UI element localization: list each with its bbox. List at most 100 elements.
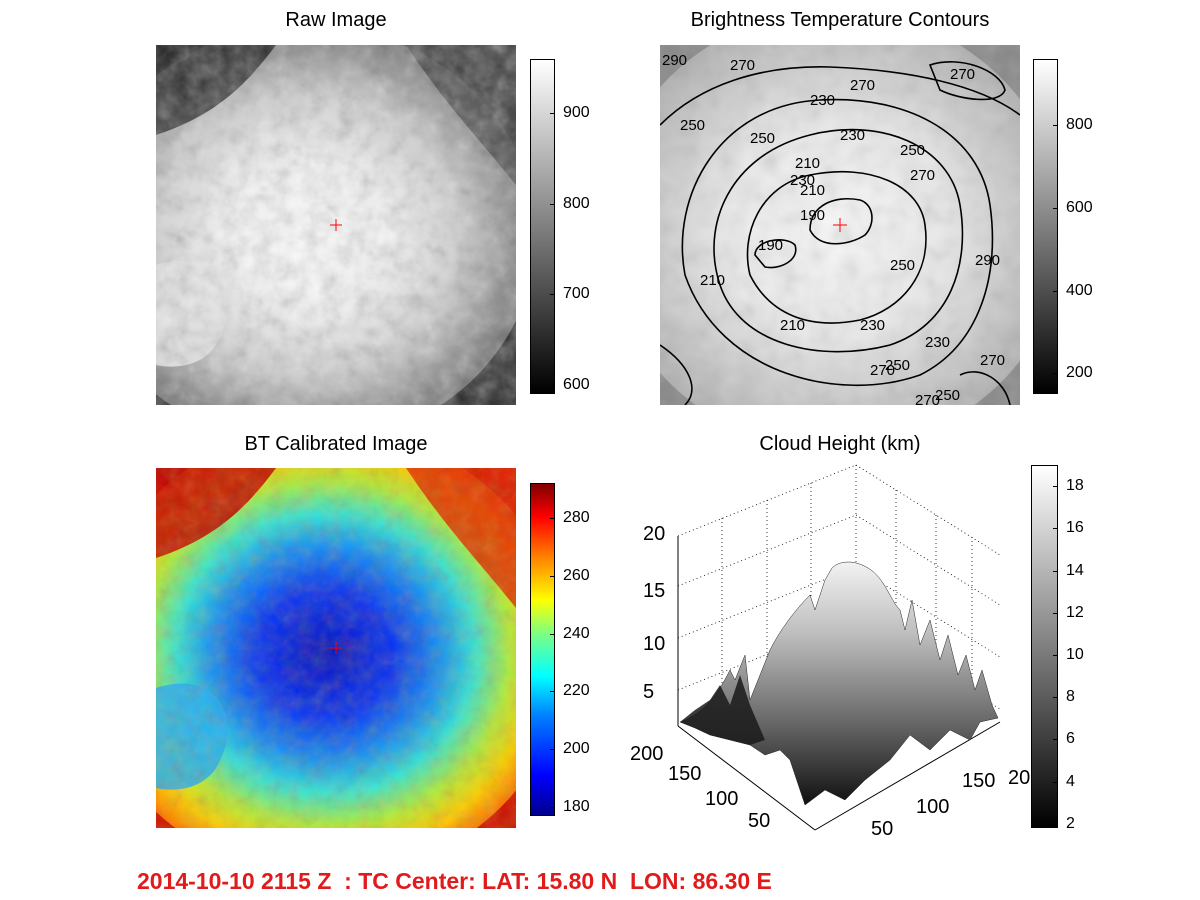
colorbar-tick-mark [1053, 697, 1058, 699]
bt-calibrated-title: BT Calibrated Image [244, 433, 428, 455]
contour-label: 270 [915, 392, 940, 405]
bt-contours-panel: 290 270 270 270 230 230 250 250 210 230 190 190 210 2… [660, 45, 1020, 405]
contour-lines [660, 61, 1020, 405]
bt-contours-svg: 290 2702702702302302502502102301901902102… [660, 45, 1020, 405]
colorbar-tick-mark [550, 691, 555, 693]
x-tick-label: 100 [916, 796, 949, 818]
contour-label: 250 [750, 130, 775, 147]
colorbar-tick-label: 6 [1066, 730, 1075, 748]
contour-label: 250 [935, 387, 960, 404]
colorbar-tick-label: 220 [563, 682, 590, 700]
colorbar-tick-label: 18 [1066, 477, 1084, 495]
x-axis-ticks: 50 100 150 20 [871, 767, 1030, 840]
contour-label: 250 [680, 117, 705, 134]
contour-label: 230 [925, 334, 950, 351]
contour-label: 250 [890, 257, 915, 274]
colorbar-tick-mark [550, 113, 555, 115]
bt-calibrated-panel [156, 468, 516, 828]
cloud-height-title: Cloud Height (km) [759, 433, 921, 455]
raw-image-svg [156, 45, 516, 405]
contour-label: 230 [810, 92, 835, 109]
contour-label: 250 [900, 142, 925, 159]
colorbar-tick-label: 800 [1066, 116, 1093, 134]
z-tick-label: 10 [643, 633, 665, 655]
z-tick-label: 15 [643, 580, 665, 602]
colorbar-tick-label: 2 [1066, 814, 1075, 832]
contour-label: 270 [730, 57, 755, 74]
contour-label: 290 [975, 252, 1000, 269]
center-marker [330, 642, 342, 654]
contour-label: 210 [800, 182, 825, 199]
z-tick-label: 5 [643, 681, 654, 703]
colorbar-tick-mark [1053, 570, 1058, 572]
colorbar-tick-label: 600 [1066, 198, 1093, 216]
colorbar-tick-mark [550, 807, 555, 809]
contour-label: 210 [795, 155, 820, 172]
colorbar-tick-label: 700 [563, 285, 590, 303]
colorbar-tick-label: 240 [563, 624, 590, 642]
bt-contours-title: Brightness Temperature Contours [690, 9, 990, 31]
colorbar-tick-mark [1053, 373, 1058, 375]
colorbar-tick-mark [1053, 125, 1058, 127]
colorbar-tick-mark [1053, 781, 1058, 783]
center-marker [833, 218, 847, 232]
colorbar-tick-label: 800 [563, 194, 590, 212]
colorbar-tick-label: 400 [1066, 281, 1093, 299]
y-tick-label: 150 [668, 763, 701, 785]
colorbar-tick-mark [550, 294, 555, 296]
colorbar-tick-label: 900 [563, 104, 590, 122]
contour-label: 230 [860, 317, 885, 334]
contour-label: 230 [790, 172, 815, 189]
bt-calibrated-svg [156, 468, 516, 828]
colorbar-tick-label: 280 [563, 508, 590, 526]
contour-label: 270 [870, 362, 895, 379]
contour-label: 190 [800, 207, 825, 224]
contour-label: 230 [840, 127, 865, 144]
colorbar-tick-mark [1053, 654, 1058, 656]
colorbar-tick-mark [1053, 290, 1058, 292]
contour-label: 270 [850, 77, 875, 94]
contour-labels: 290 2702702702302302502502102301901902102… [662, 52, 1005, 405]
y-tick-label: 100 [705, 788, 738, 810]
x-tick-label: 150 [962, 770, 995, 792]
colorbar-tick-label: 4 [1066, 772, 1075, 790]
bt-contours-colorbar [1033, 59, 1058, 394]
colorbar-tick-label: 10 [1066, 645, 1084, 663]
contour-label: 270 [950, 66, 975, 83]
x-tick-label: 20 [1008, 767, 1030, 789]
tc-center-footer: 2014-10-10 2115 Z : TC Center: LAT: 15.8… [137, 868, 772, 894]
colorbar-tick-label: 200 [1066, 364, 1093, 382]
axes-box [677, 536, 1001, 831]
contour-label: 290 [662, 52, 687, 69]
z-tick-label: 20 [643, 523, 665, 545]
contour-label: 210 [780, 317, 805, 334]
colorbar-tick-label: 8 [1066, 688, 1075, 706]
height-surface [679, 561, 999, 806]
contour-label: 270 [910, 167, 935, 184]
colorbar-tick-mark [550, 203, 555, 205]
colorbar-tick-label: 260 [563, 566, 590, 584]
x-tick-label: 50 [871, 818, 893, 840]
contour-label: 250 [885, 357, 910, 374]
raw-image-colorbar [530, 59, 555, 394]
colorbar-tick-mark [550, 384, 555, 386]
colorbar-tick-mark [1053, 739, 1058, 741]
colorbar-tick-label: 180 [563, 798, 590, 816]
colorbar-tick-mark [550, 749, 555, 751]
bt-calibrated-colorbar [530, 483, 555, 816]
raw-image-panel [156, 45, 516, 405]
colorbar-tick-mark [1053, 207, 1058, 209]
y-tick-label: 200 [630, 743, 663, 765]
cloud-height-panel: 5 10 15 20 50 100 150 200 50 100 150 20 [600, 460, 1030, 840]
contour-label: 210 [700, 272, 725, 289]
y-tick-label: 50 [748, 810, 770, 832]
colorbar-tick-label: 600 [563, 375, 590, 393]
colorbar-tick-mark [550, 517, 555, 519]
colorbar-tick-label: 12 [1066, 603, 1084, 621]
colorbar-tick-mark [1053, 823, 1058, 825]
colorbar-tick-label: 200 [563, 740, 590, 758]
colorbar-tick-mark [550, 633, 555, 635]
raw-image-title: Raw Image [285, 9, 387, 31]
